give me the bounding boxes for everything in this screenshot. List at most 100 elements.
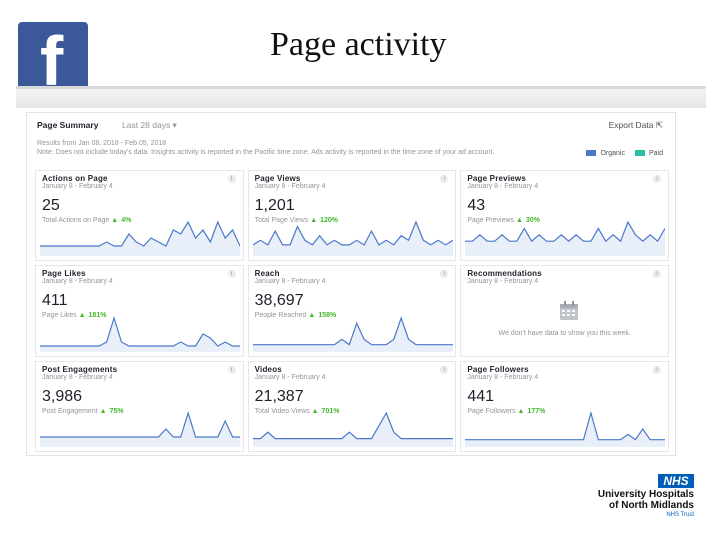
card-subtitle: Page Previews ▲ 30%: [467, 217, 540, 224]
card-subtitle: People Reached ▲ 158%: [255, 312, 337, 319]
card-sub-label: People Reached: [254, 312, 307, 320]
calendar-icon: [560, 301, 579, 321]
card-date: January 8 - February 4: [467, 278, 539, 286]
info-icon[interactable]: i: [227, 175, 236, 183]
card-title: Reach: [254, 269, 280, 279]
sparkline-line: [465, 220, 666, 243]
card-title: Page Followers: [467, 364, 529, 374]
up-arrow-icon: ▲: [78, 312, 86, 320]
card-page-previews[interactable]: Page Previews January 8 - February 4 i 4…: [460, 170, 669, 262]
card-value: 38,697: [254, 292, 304, 310]
up-arrow-icon: ▲: [311, 407, 319, 415]
export-data-button[interactable]: Export Data ⇱: [608, 120, 663, 130]
sparkline-area: [252, 413, 453, 447]
card-date: January 8 - February 4: [254, 278, 326, 286]
up-arrow-icon: ▲: [517, 407, 525, 415]
card-page-followers[interactable]: Page Followers January 8 - February 4 i …: [460, 360, 669, 452]
card-subtitle: Page Likes ▲ 181%: [42, 312, 106, 319]
card-change: 177%: [527, 407, 546, 415]
card-title: Page Previews: [467, 174, 526, 183]
card-title: Page Likes: [42, 269, 86, 279]
info-icon[interactable]: i: [440, 175, 449, 183]
card-title: Videos: [254, 364, 282, 374]
card-date: January 8 - February 4: [42, 278, 113, 286]
card-videos[interactable]: Videos January 8 - February 4 i 21,387 T…: [247, 360, 457, 452]
summary-title: Page Summary: [37, 120, 99, 130]
card-recommendations[interactable]: Recommendations January 8 - February 4 i…: [460, 265, 669, 357]
card-value: 441: [467, 387, 495, 405]
card-value: 25: [42, 197, 60, 214]
card-reach[interactable]: Reach January 8 - February 4 i 38,697 Pe…: [247, 265, 457, 357]
sparkline: [40, 411, 240, 447]
card-change: 701%: [321, 407, 340, 415]
card-date: January 8 - February 4: [467, 183, 539, 190]
card-value: 3,986: [42, 387, 83, 405]
info-icon[interactable]: i: [440, 365, 449, 374]
card-change: 30%: [525, 217, 540, 224]
card-change: 4%: [121, 217, 132, 224]
info-icon[interactable]: i: [653, 270, 661, 279]
info-icon[interactable]: i: [653, 365, 661, 374]
no-data-message: We don't have data to show you this week…: [498, 330, 631, 338]
sparkline: [40, 315, 240, 352]
card-change: 181%: [88, 312, 107, 320]
card-change: 75%: [109, 407, 124, 415]
facebook-logo: f: [18, 22, 88, 90]
sparkline-line: [40, 411, 240, 438]
sparkline-line: [40, 315, 240, 347]
nhs-name-line2: of North Midlands: [609, 500, 694, 511]
sparkline-area: [40, 222, 240, 257]
facebook-f-glyph: f: [40, 22, 64, 90]
card-subtitle: Post Engagement ▲ 75%: [42, 408, 124, 415]
sparkline-line: [465, 411, 666, 441]
date-range-dropdown[interactable]: Last 28 days ▾: [122, 120, 177, 130]
title-divider: [16, 86, 706, 108]
card-value: 43: [467, 197, 486, 214]
card-title: Actions on Page: [42, 174, 108, 183]
legend-paid-swatch: [634, 150, 645, 157]
info-icon[interactable]: i: [653, 175, 661, 183]
legend: Organic Paid: [586, 150, 663, 157]
sparkline-line: [252, 411, 453, 440]
card-sub-label: Page Likes: [42, 312, 77, 320]
legend-organic-swatch: [586, 150, 597, 157]
card-change: 158%: [318, 312, 337, 320]
info-icon[interactable]: i: [440, 270, 449, 279]
info-icon[interactable]: i: [227, 270, 236, 279]
card-change: 120%: [320, 217, 339, 224]
up-arrow-icon: ▲: [515, 217, 523, 224]
insights-screenshot: Page Summary Last 28 days ▾ Export Data …: [26, 112, 676, 456]
sparkline-area: [40, 317, 240, 352]
card-value: 21,387: [254, 387, 304, 405]
page-title: Page activity: [270, 26, 447, 63]
up-arrow-icon: ▲: [308, 312, 316, 320]
sparkline-line: [252, 315, 453, 346]
card-actions-on-page[interactable]: Actions on Page January 8 - February 4 i…: [35, 170, 244, 262]
card-page-views[interactable]: Page Views January 8 - February 4 i 1,20…: [247, 170, 457, 262]
card-subtitle: Page Followers ▲ 177%: [467, 408, 545, 415]
card-date: January 8 - February 4: [254, 373, 326, 381]
card-page-likes[interactable]: Page Likes January 8 - February 4 i 411 …: [35, 265, 244, 357]
legend-organic-label: Organic: [600, 150, 625, 157]
nhs-name-line1: University Hospitals: [597, 489, 694, 500]
card-subtitle: Total Page Views ▲ 120%: [255, 217, 338, 224]
sparkline: [252, 315, 453, 352]
up-arrow-icon: ▲: [111, 217, 119, 224]
legend-paid-label: Paid: [648, 150, 663, 157]
summary-note: Results from Jan 08, 2018 - Feb 05, 2018…: [37, 140, 495, 156]
sparkline-area: [252, 222, 453, 257]
card-value: 1,201: [254, 197, 295, 214]
card-sub-label: Page Followers: [467, 407, 516, 415]
nhs-logo: NHS University Hospitals of North Midlan…: [578, 474, 694, 524]
card-title: Recommendations: [467, 269, 542, 279]
card-subtitle: Total Video Views ▲ 701%: [255, 408, 340, 415]
card-value: 411: [42, 292, 68, 310]
legend-paid: Paid: [634, 150, 663, 157]
sparkline: [252, 220, 453, 257]
info-icon[interactable]: i: [227, 365, 236, 374]
card-post-engagements[interactable]: Post Engagements January 8 - February 4 …: [35, 360, 244, 452]
up-arrow-icon: ▲: [310, 217, 318, 224]
sparkline-area: [465, 413, 666, 447]
card-date: January 8 - February 4: [42, 183, 113, 190]
card-date: January 8 - February 4: [467, 373, 539, 381]
